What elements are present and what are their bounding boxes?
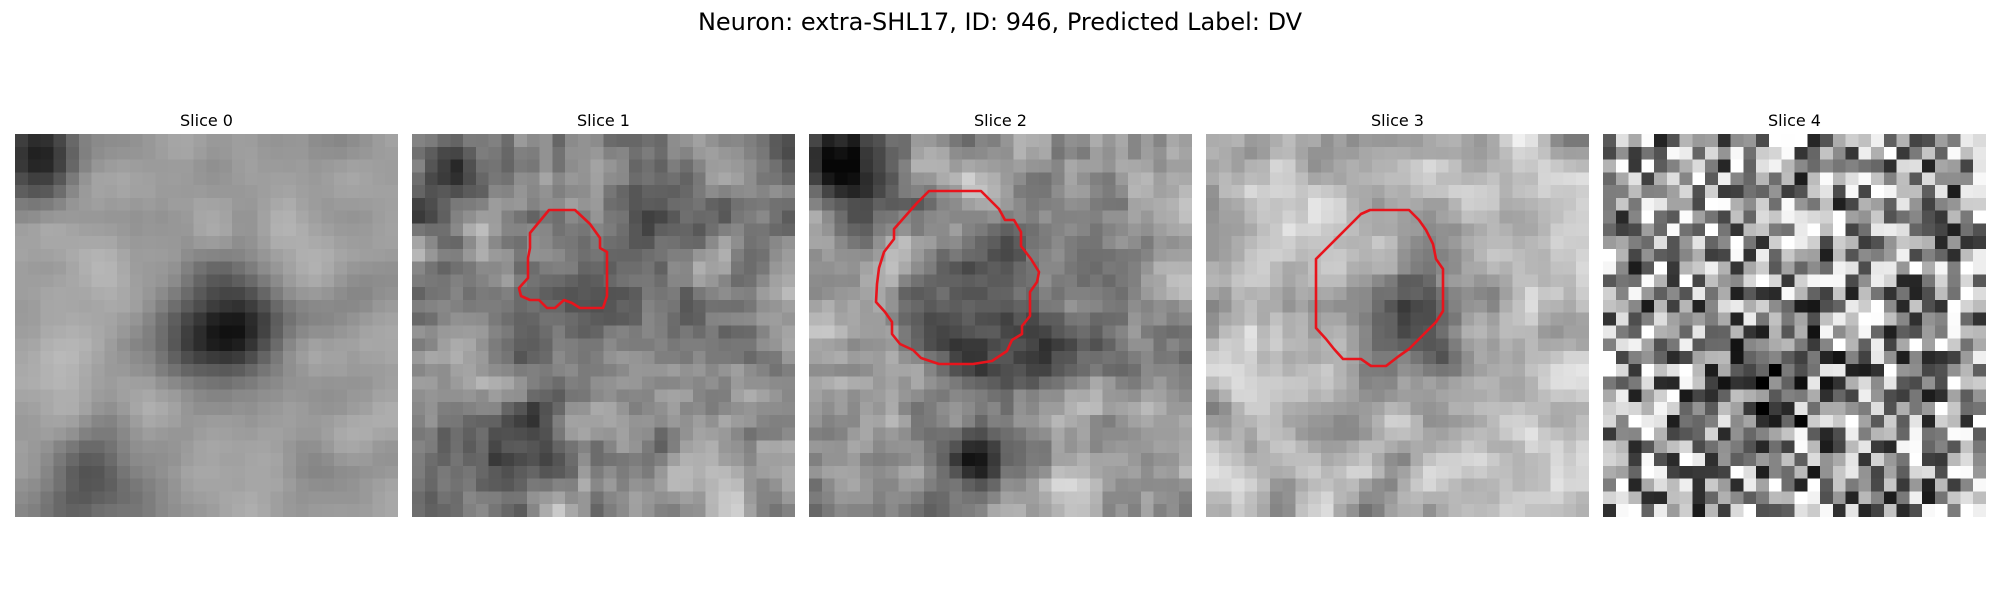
slice-title: Slice 0 [180,111,233,130]
slice-title: Slice 1 [577,111,630,130]
slice-image [809,134,1192,517]
slice-image [412,134,795,517]
slice-panel-0: Slice 0 [15,108,398,517]
slice-panel-4: Slice 4 [1603,108,1986,517]
slice-title: Slice 3 [1371,111,1424,130]
slice-image [1206,134,1589,517]
slice-image [1603,134,1986,517]
neuron-contour [1314,208,1445,368]
slice-panel-3: Slice 3 [1206,108,1589,517]
neuron-contour [517,208,609,310]
neuron-contour-overlay [517,208,609,310]
neuron-contour-overlay [874,189,1041,366]
neuron-contour [874,189,1041,366]
slice-panel-1: Slice 1 [412,108,795,517]
slice-panel-2: Slice 2 [809,108,1192,517]
slice-title: Slice 4 [1768,111,1821,130]
slice-title: Slice 2 [974,111,1027,130]
slice-image [15,134,398,517]
neuron-contour-overlay [1314,208,1445,368]
figure-title: Neuron: extra-SHL17, ID: 946, Predicted … [697,8,1303,36]
